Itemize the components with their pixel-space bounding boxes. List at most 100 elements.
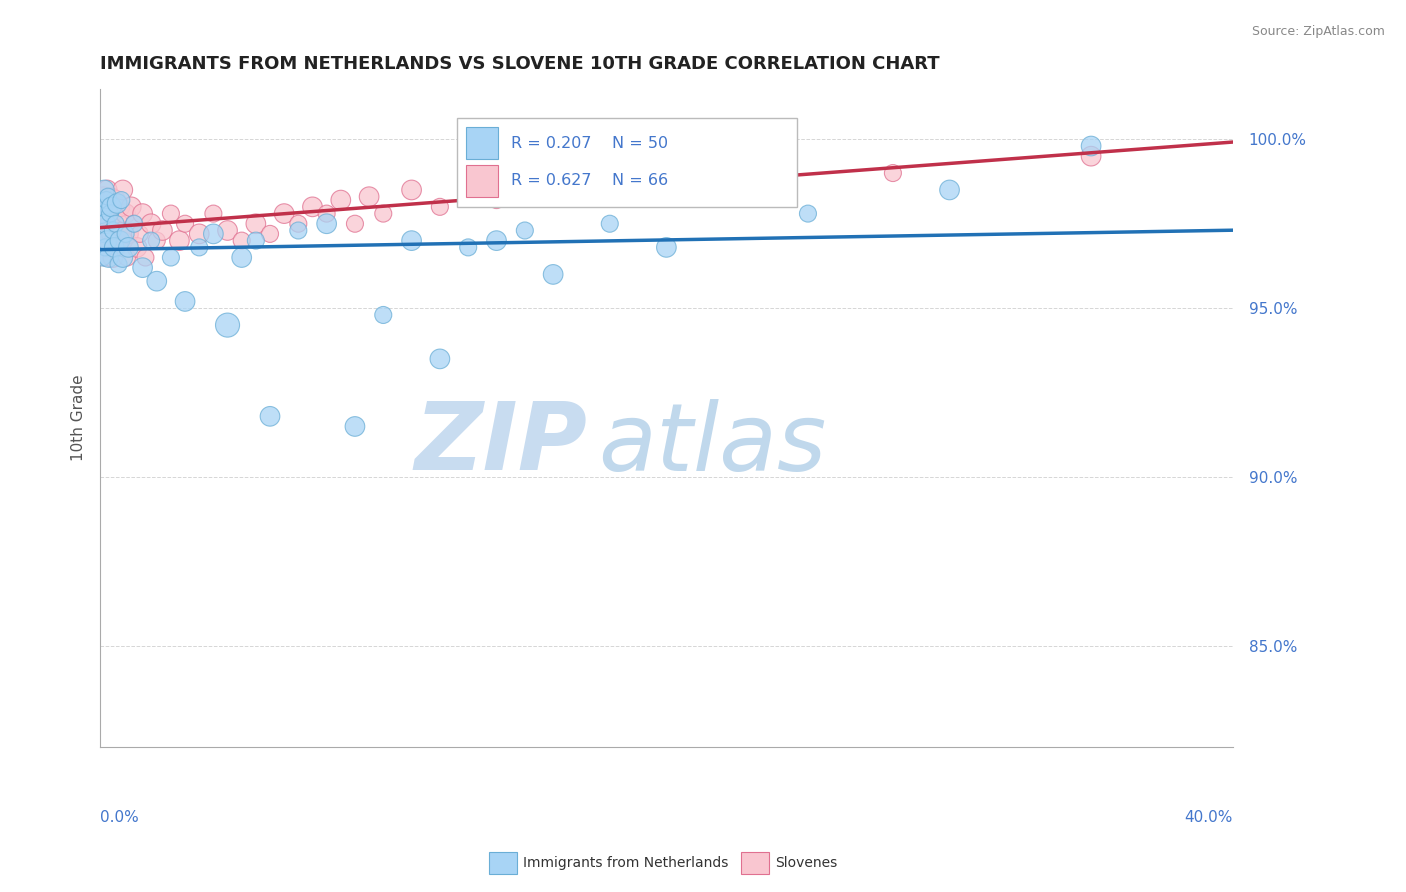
Point xyxy=(90,206,112,220)
Point xyxy=(217,223,239,237)
Point xyxy=(103,234,125,248)
Point xyxy=(139,217,162,231)
Point xyxy=(111,251,134,265)
Point xyxy=(287,223,309,237)
Point xyxy=(93,183,115,197)
Point xyxy=(122,217,145,231)
Point xyxy=(94,240,117,254)
Point xyxy=(98,217,121,231)
Text: ZIP: ZIP xyxy=(415,399,588,491)
Point xyxy=(287,217,309,231)
Point xyxy=(93,190,115,204)
Point xyxy=(429,200,451,214)
Point xyxy=(115,251,138,265)
Point xyxy=(259,409,281,424)
Point xyxy=(107,217,129,231)
Point xyxy=(160,251,183,265)
Bar xyxy=(465,128,498,159)
Point xyxy=(273,206,295,220)
Point xyxy=(169,234,191,248)
Text: R = 0.627    N = 66: R = 0.627 N = 66 xyxy=(512,173,668,188)
Point xyxy=(131,260,153,275)
Point xyxy=(117,240,139,254)
Point xyxy=(104,217,127,231)
Point xyxy=(373,206,395,220)
Point xyxy=(541,183,564,197)
Point xyxy=(429,351,451,366)
Point xyxy=(188,240,211,254)
Point xyxy=(231,234,253,248)
Point xyxy=(217,318,239,332)
Point xyxy=(96,223,118,237)
Point xyxy=(103,240,125,254)
Point xyxy=(231,251,253,265)
Point xyxy=(513,173,536,187)
Point xyxy=(108,200,131,214)
Text: Source: ZipAtlas.com: Source: ZipAtlas.com xyxy=(1251,25,1385,38)
Point xyxy=(740,173,762,187)
Point xyxy=(100,227,122,241)
Point xyxy=(101,190,124,204)
Point xyxy=(513,223,536,237)
Point xyxy=(485,234,508,248)
Point xyxy=(122,217,145,231)
Point xyxy=(91,251,114,265)
Point xyxy=(94,251,117,265)
Point xyxy=(101,251,124,265)
Point xyxy=(457,240,479,254)
Point xyxy=(107,257,129,271)
Point xyxy=(125,240,148,254)
Point xyxy=(97,190,120,204)
Bar xyxy=(465,165,498,196)
Point xyxy=(329,193,352,207)
Point xyxy=(114,206,136,220)
Point xyxy=(96,234,118,248)
Point xyxy=(100,200,122,214)
Point xyxy=(90,217,112,231)
Point xyxy=(114,227,136,241)
Point xyxy=(160,206,183,220)
Point xyxy=(111,183,134,197)
Point xyxy=(98,240,121,254)
Point xyxy=(100,200,122,214)
Point xyxy=(245,234,267,248)
Point xyxy=(108,234,131,248)
Point xyxy=(105,196,128,211)
Point xyxy=(97,251,120,265)
Point xyxy=(882,166,904,180)
Point xyxy=(152,223,174,237)
Point xyxy=(245,217,267,231)
Point xyxy=(401,234,423,248)
Y-axis label: 10th Grade: 10th Grade xyxy=(72,375,86,461)
Point xyxy=(101,223,124,237)
Point xyxy=(97,234,120,248)
Point xyxy=(599,217,621,231)
Point xyxy=(128,227,150,241)
Point xyxy=(117,227,139,241)
Text: Slovenes: Slovenes xyxy=(775,856,837,871)
Point xyxy=(97,193,120,207)
Bar xyxy=(457,119,797,207)
Point xyxy=(259,227,281,241)
Text: 0.0%: 0.0% xyxy=(100,810,139,825)
Point xyxy=(103,206,125,220)
Point xyxy=(120,200,142,214)
Point xyxy=(359,190,381,204)
Point xyxy=(139,234,162,248)
Point xyxy=(112,234,135,248)
Point xyxy=(301,200,323,214)
Point xyxy=(315,217,337,231)
Point xyxy=(343,217,366,231)
Point xyxy=(202,206,225,220)
Point xyxy=(174,217,197,231)
Point xyxy=(110,223,132,237)
Point xyxy=(91,200,114,214)
Point xyxy=(315,206,337,220)
Point xyxy=(655,240,678,254)
Point xyxy=(131,206,153,220)
Point xyxy=(96,183,118,197)
Text: IMMIGRANTS FROM NETHERLANDS VS SLOVENE 10TH GRADE CORRELATION CHART: IMMIGRANTS FROM NETHERLANDS VS SLOVENE 1… xyxy=(100,55,939,73)
Point xyxy=(599,173,621,187)
Point xyxy=(105,240,128,254)
Point xyxy=(373,308,395,322)
